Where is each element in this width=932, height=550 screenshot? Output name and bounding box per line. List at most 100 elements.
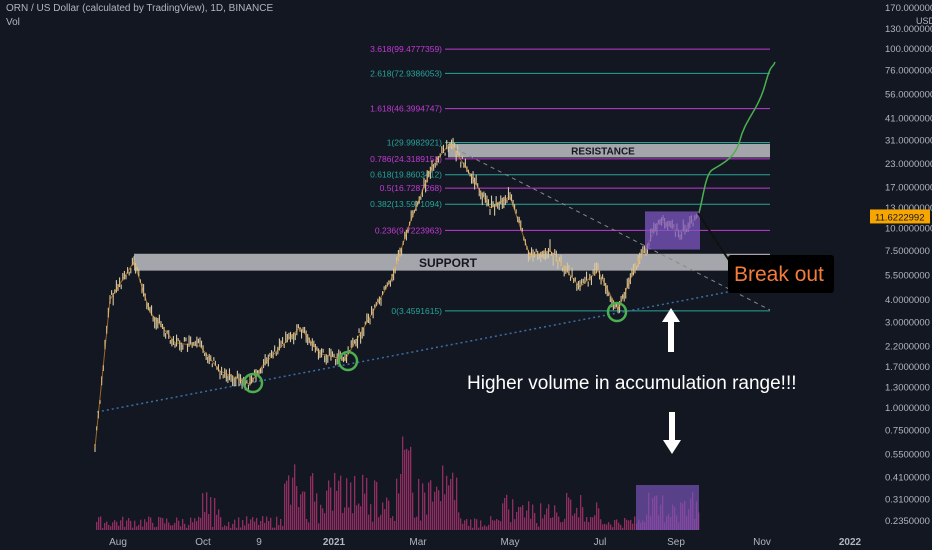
volume-bar [346,478,348,530]
volume-bar [334,472,336,530]
breakout-box [728,255,834,293]
volume-bar [452,472,454,530]
volume-bar [504,498,506,530]
volume-bar [290,504,292,530]
volume-bar [610,524,612,530]
volume-bar [512,499,514,530]
y-tick-label: 130.0000000 [885,24,932,35]
volume-bar [446,475,448,530]
fib-label: 0.5(16.7287268) [380,183,443,193]
volume-bar [534,513,536,530]
volume-bar [114,520,116,530]
volume-bar [366,477,368,530]
volume-bar [510,522,512,530]
volume-bar [306,518,308,530]
fib-label: 0.618(19.8603412) [370,170,442,180]
volume-bar [566,492,568,530]
volume-bar [296,486,298,530]
volume-bar [340,475,342,530]
volume-bar [602,524,604,530]
y-tick-label: 17.0000000 [885,182,932,193]
volume-bar [284,483,286,530]
volume-bar [356,505,358,530]
volume-bar [322,508,324,530]
volume-bar [216,514,218,530]
volume-bar [126,520,128,530]
volume-note: Higher volume in accumulation range!!! [467,373,797,394]
y-tick-label: 0.3100000 [885,494,930,505]
volume-bar [164,523,166,530]
volume-bar [530,518,532,530]
volume-bar [458,512,460,530]
last-price-label: 11.6222992 [875,212,925,223]
volume-bar [156,526,158,530]
volume-bar [146,522,148,530]
volume-bar [178,520,180,530]
y-tick-label: 3.0000000 [885,318,930,329]
volume-bar [508,509,510,530]
volume-bar [342,512,344,530]
x-tick-label: Oct [195,537,211,548]
trendlines [96,144,771,413]
volume-bar [614,519,616,530]
volume-bar [624,517,626,530]
volume-bar [250,519,252,530]
volume-bar [552,517,554,530]
volume-bar [540,503,542,530]
volume-bar [190,517,192,530]
volume-bar [576,507,578,530]
y-tick-label: 4.0000000 [885,295,930,306]
volume-bar [242,519,244,530]
volume-bar [276,516,278,530]
y-tick-label: 0.2350000 [885,516,930,527]
volume-bar [200,517,202,530]
volume-bar [224,525,226,530]
y-tick-label: 0.4100000 [885,473,930,484]
fib-label: 1.618(46.3994747) [370,104,442,114]
support-touch-circle [242,372,264,394]
chart-title: ORN / US Dollar (calculated by TradingVi… [6,3,274,14]
volume-bar [496,519,498,530]
volume-bar [330,487,332,530]
volume-bar [514,519,516,530]
volume-bar [266,516,268,530]
volume-bar [568,497,570,530]
volume-bar [420,520,422,530]
volume-bar [432,501,434,530]
volume-bar [202,493,204,530]
fib-label: 0.382(13.5971094) [370,199,442,209]
volume-bar [622,527,624,530]
volume-bar [354,475,356,530]
volume-bar [392,516,394,530]
volume-bar [632,523,634,530]
volume-bar [460,518,462,530]
volume-bar [186,527,188,530]
volume-bar [532,504,534,530]
volume-bar [384,509,386,530]
volume-bar [286,480,288,530]
volume-bar [606,524,608,530]
y-tick-label: 2.2000000 [885,342,930,353]
volume-bar [444,494,446,530]
volume-bar [424,492,426,530]
down-arrow-head [663,440,681,454]
volume-bar [318,523,320,530]
volume-bar [312,473,314,530]
volume-bar [492,520,494,530]
resistance-label: RESISTANCE [571,147,635,158]
x-tick-label: Sep [667,537,685,548]
volume-bar [240,527,242,530]
volume-bar [498,520,500,530]
volume-bar [160,517,162,530]
volume-label: Vol [6,17,20,28]
volume-bar [184,523,186,530]
up-arrow-shaft [668,318,674,352]
volume-bar [102,527,104,530]
volume-bar [470,519,472,530]
volume-bar [482,526,484,530]
volume-bar [222,527,224,530]
volume-bar [490,516,492,530]
volume-bar [174,522,176,530]
volume-bar [370,504,372,530]
